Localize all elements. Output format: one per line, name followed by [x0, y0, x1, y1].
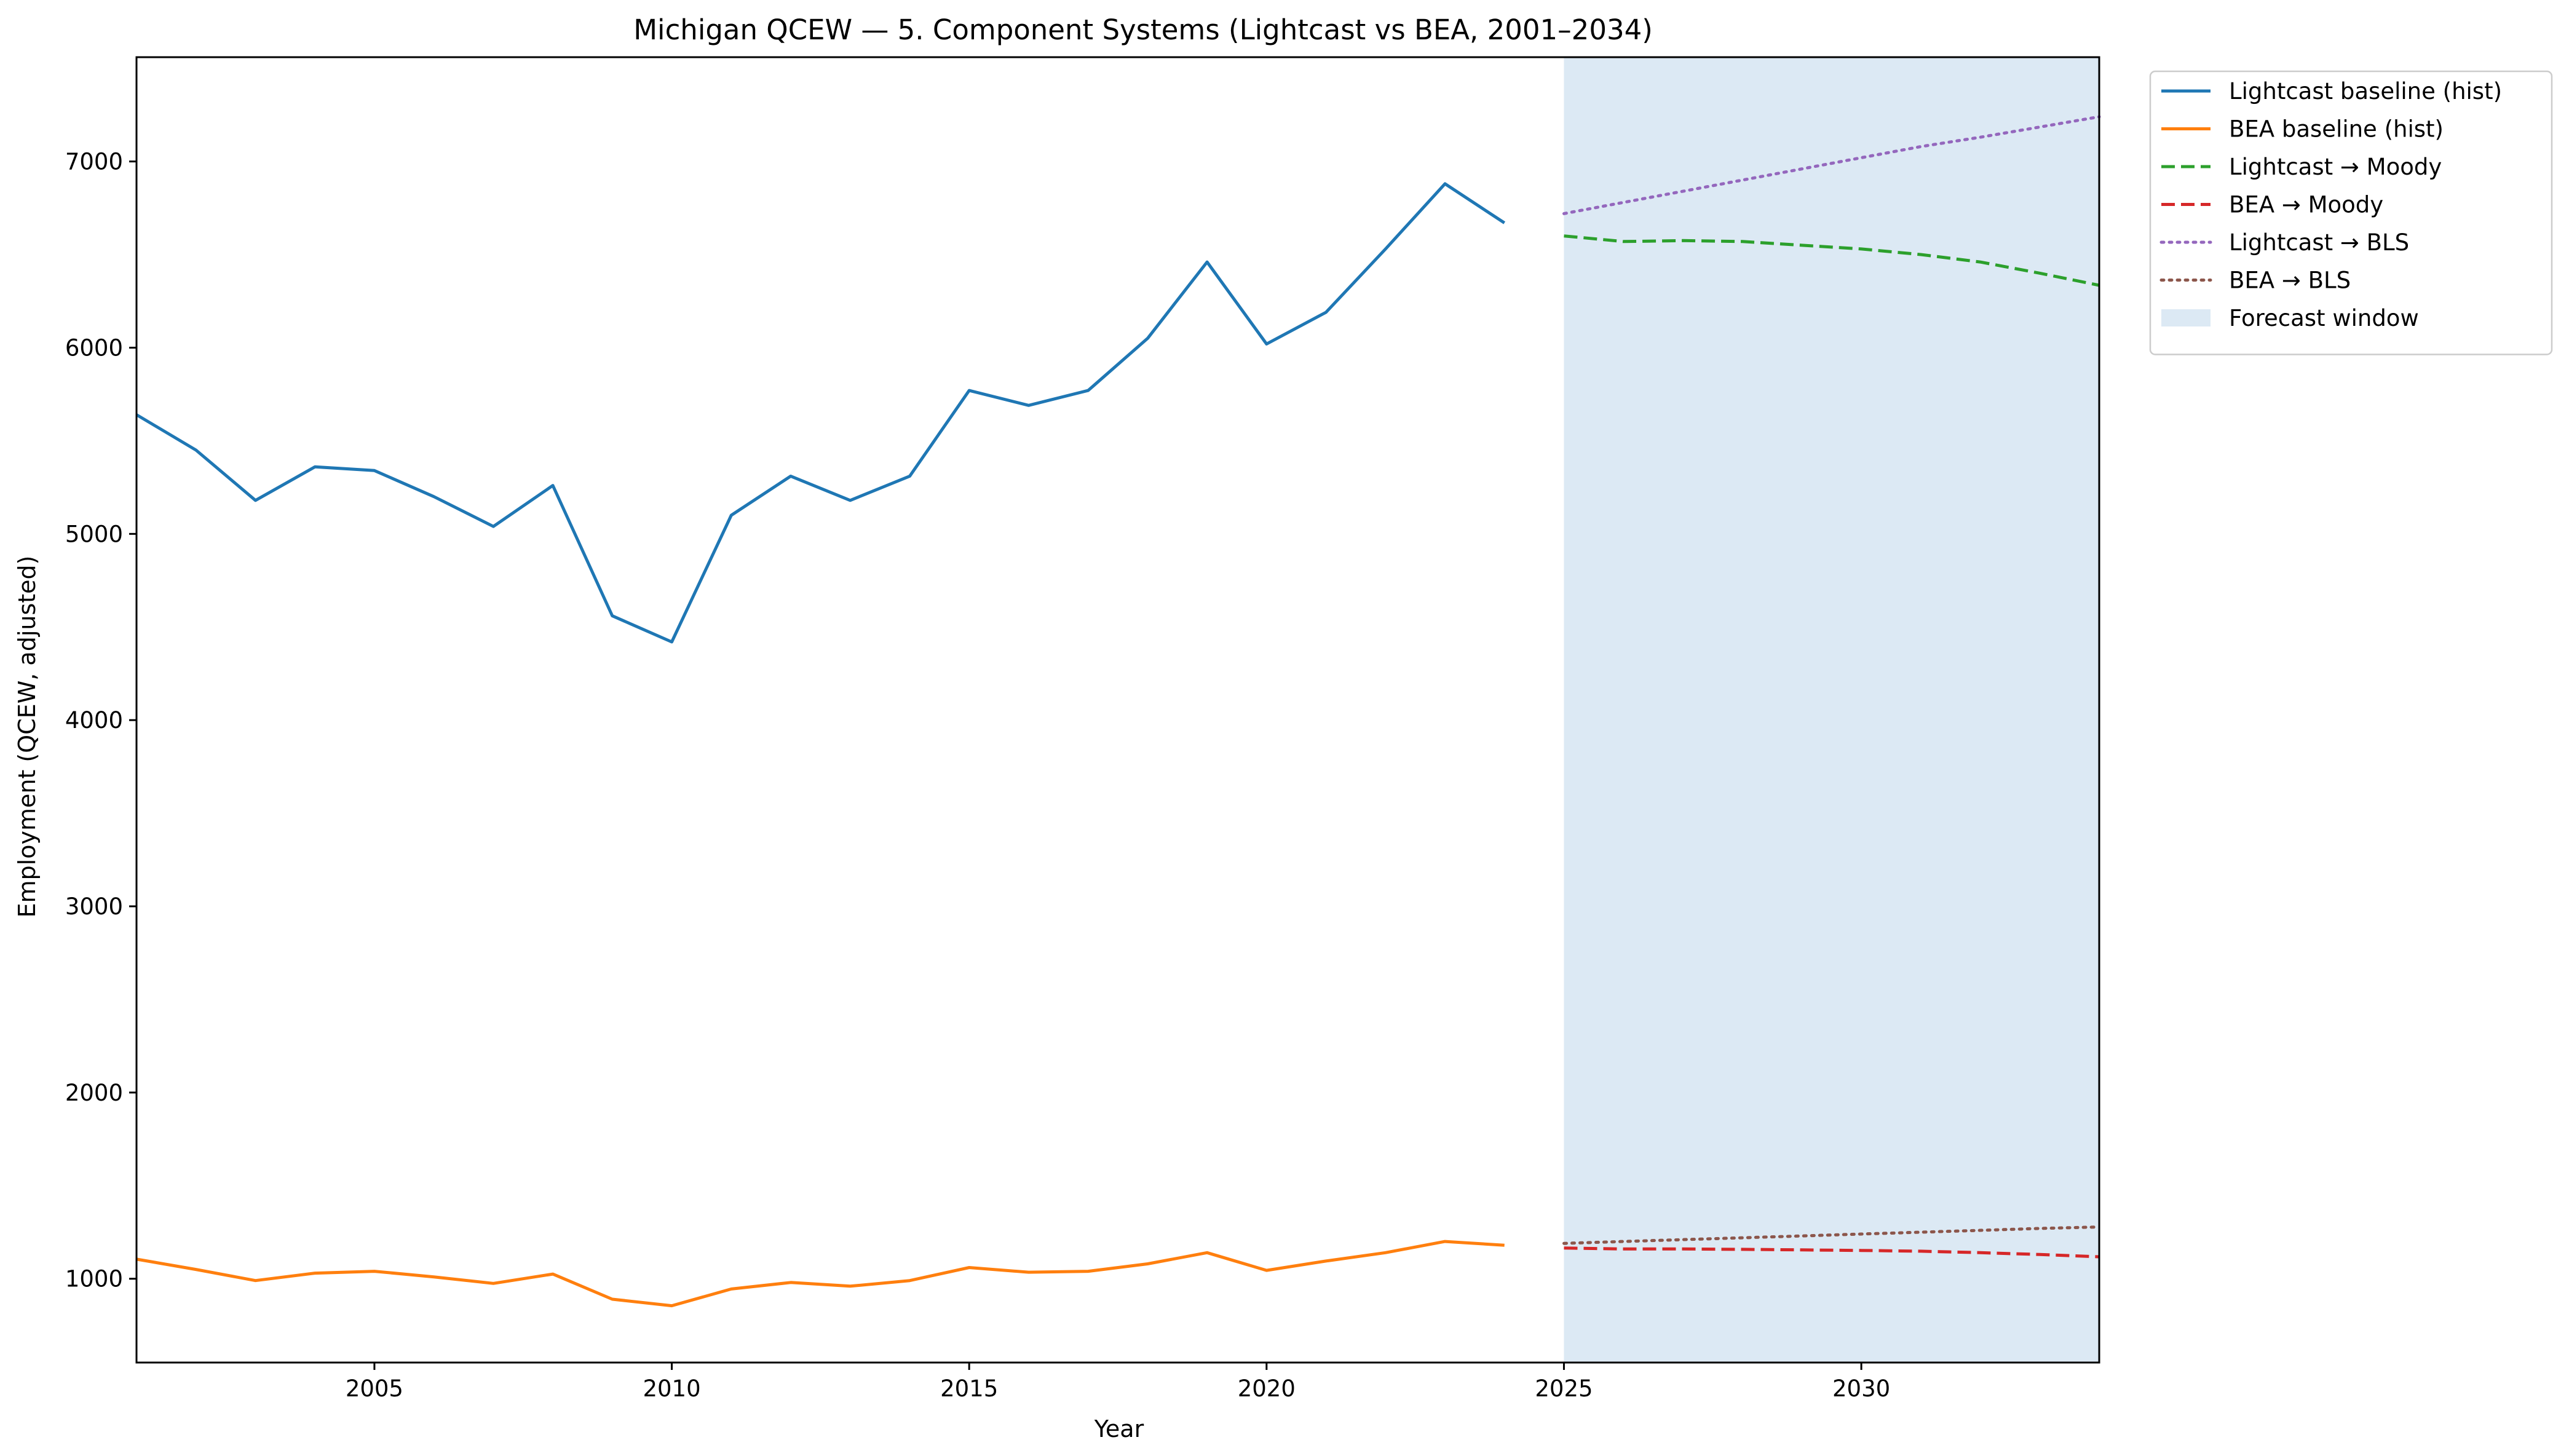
legend-label-7: Forecast window: [2229, 305, 2419, 331]
y-tick-label: 5000: [65, 521, 123, 547]
series-line-2: [136, 1240, 1505, 1308]
x-tick-label: 2015: [940, 1375, 998, 1402]
series-line-3: [1564, 234, 2100, 287]
x-tick-label: 2030: [1832, 1375, 1890, 1402]
y-tick-label: 1000: [65, 1266, 123, 1292]
x-tick-label: 2020: [1238, 1375, 1296, 1402]
legend-swatch-7: [2161, 309, 2211, 326]
forecast-window-band: [1564, 57, 2099, 1363]
y-tick-label: 3000: [65, 893, 123, 920]
legend: Lightcast baseline (hist) BEA baseline (h…: [2149, 70, 2553, 355]
y-tick-label: 2000: [65, 1080, 123, 1106]
x-tick-label: 2025: [1535, 1375, 1593, 1402]
y-tick-label: 6000: [65, 334, 123, 361]
series-line-4: [1564, 1246, 2100, 1259]
x-tick-label: 2010: [643, 1375, 700, 1402]
legend-box: [2149, 70, 2553, 355]
x-axis: 2005 2010 2015 2020 2025 2030: [346, 1363, 1890, 1402]
series-line-1: [135, 182, 1506, 644]
y-tick-label: 7000: [65, 149, 123, 175]
y-tick-label: 4000: [65, 707, 123, 734]
plot-area: [135, 56, 2101, 1364]
x-tick-label: 2005: [346, 1375, 403, 1402]
chart-title: Michigan QCEW — 5. Component Systems (Li…: [633, 14, 1653, 46]
series-line-5: [1562, 115, 2101, 215]
y-axis: 1000 2000 3000 4000 5000 6000 7000: [65, 149, 137, 1292]
legend-label-3: Lightcast → Moody: [2229, 154, 2442, 180]
legend-label-1: Lightcast baseline (hist): [2229, 78, 2502, 105]
legend-label-2: BEA baseline (hist): [2229, 116, 2444, 143]
series-line-6: [1562, 1225, 2101, 1245]
legend-label-6: BEA → BLS: [2229, 267, 2351, 294]
plot-frame: [135, 56, 2100, 1364]
legend-label-4: BEA → Moody: [2229, 192, 2383, 218]
x-axis-label: Year: [1094, 1415, 1144, 1442]
y-axis-label: Employment (QCEW, adjusted): [14, 556, 41, 918]
legend-label-5: Lightcast → BLS: [2229, 229, 2409, 256]
